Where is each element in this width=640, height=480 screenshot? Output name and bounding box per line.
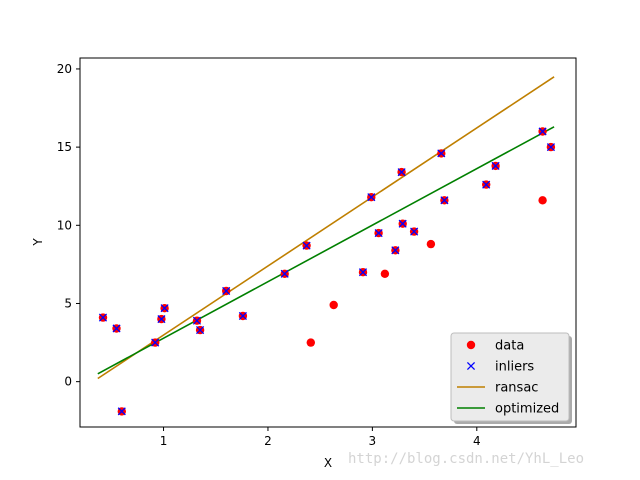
y-axis-label: Y <box>31 238 45 247</box>
data-point <box>426 239 436 249</box>
series-line-optimized <box>97 126 555 375</box>
data-point <box>329 300 338 310</box>
legend: data inliers ransac optimized <box>450 332 572 424</box>
inlier-marker <box>491 161 500 170</box>
legend-box <box>450 332 570 422</box>
legend-marker-data <box>466 340 476 350</box>
y-tick-label: 20 <box>57 62 72 76</box>
inlier-marker <box>192 316 202 325</box>
y-tick-label: 15 <box>57 140 72 154</box>
inlier-marker <box>374 229 383 238</box>
inlier-marker <box>358 268 368 277</box>
watermark: http://blog.csdn.net/YhL_Leo <box>348 451 585 467</box>
inlier-marker <box>398 219 407 228</box>
inlier-marker <box>157 315 166 324</box>
x-tick-label: 1 <box>160 434 168 448</box>
inlier-marker <box>302 241 311 250</box>
data-point <box>306 338 315 347</box>
inlier-marker <box>397 168 406 177</box>
inlier-marker <box>117 407 126 416</box>
data-point <box>538 196 547 205</box>
x-axis-label: X <box>324 456 332 470</box>
inlier-marker <box>112 324 121 333</box>
inlier-marker <box>98 313 108 322</box>
inlier-marker <box>151 338 160 347</box>
series-line-ransac <box>97 76 555 380</box>
x-tick-label: 4 <box>473 434 481 448</box>
legend-label-data: data <box>495 339 524 354</box>
inlier-marker <box>437 149 446 158</box>
legend-label-ransac: ransac <box>495 381 538 396</box>
x-tick-label: 2 <box>264 434 272 448</box>
y-tick-label: 0 <box>64 375 72 389</box>
inlier-marker <box>538 127 547 136</box>
x-tick-label: 3 <box>369 434 377 448</box>
legend-label-inliers: inliers <box>495 360 534 375</box>
data-point <box>380 269 390 278</box>
inlier-marker <box>410 227 419 236</box>
inlier-marker <box>222 286 231 296</box>
legend-label-optimized: optimized <box>495 402 559 417</box>
inlier-marker <box>160 304 169 313</box>
inlier-marker <box>196 325 205 335</box>
y-tick-label: 5 <box>64 296 72 310</box>
inlier-marker <box>367 193 376 202</box>
inlier-marker <box>440 196 449 205</box>
inlier-marker <box>482 180 491 189</box>
inlier-marker <box>391 246 400 255</box>
inlier-marker <box>280 269 289 278</box>
inlier-marker <box>546 143 555 152</box>
y-tick-label: 10 <box>57 218 72 232</box>
plot-frame <box>79 57 577 428</box>
inlier-marker <box>238 311 247 321</box>
legend-marker-inliers <box>466 361 476 371</box>
